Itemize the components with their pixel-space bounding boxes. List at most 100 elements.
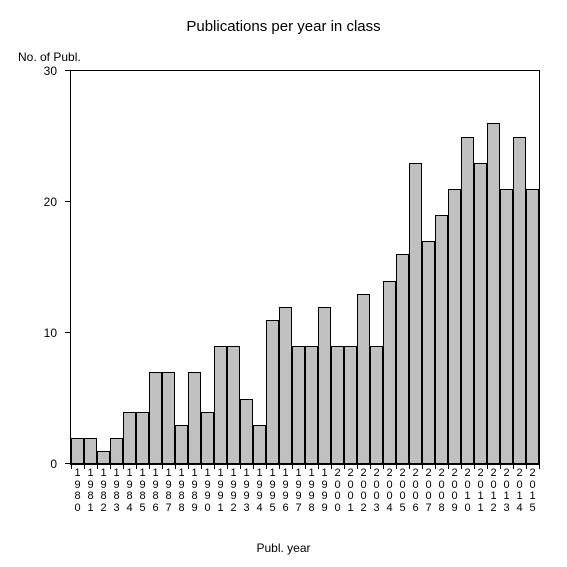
x-tick-mark: [71, 464, 72, 469]
plot-area: 01020301 9 8 01 9 8 11 9 8 21 9 8 31 9 8…: [70, 70, 540, 465]
x-tick-label: 2 0 0 6: [409, 464, 422, 514]
x-tick-label: 1 9 8 3: [110, 464, 123, 514]
x-tick-label: 2 0 1 3: [500, 464, 513, 514]
bar: [396, 254, 409, 464]
bars-group: [71, 71, 539, 464]
bar: [370, 346, 383, 464]
x-tick-mark: [526, 464, 527, 469]
bar: [357, 294, 370, 464]
x-tick-mark: [227, 464, 228, 469]
y-tick-mark: [65, 201, 71, 202]
x-tick-label: 1 9 9 4: [253, 464, 266, 514]
x-tick-mark: [357, 464, 358, 469]
x-tick-label: 2 0 1 5: [526, 464, 539, 514]
x-tick-mark: [149, 464, 150, 469]
bar: [266, 320, 279, 464]
x-tick-mark: [396, 464, 397, 469]
bar: [214, 346, 227, 464]
x-tick-label: 1 9 9 3: [240, 464, 253, 514]
chart-container: Publications per year in class No. of Pu…: [0, 0, 567, 567]
x-tick-label: 1 9 8 0: [71, 464, 84, 514]
x-tick-label: 1 9 9 0: [201, 464, 214, 514]
x-tick-mark: [305, 464, 306, 469]
x-tick-label: 1 9 8 6: [149, 464, 162, 514]
x-tick-label: 1 9 8 7: [162, 464, 175, 514]
x-tick-label: 2 0 1 1: [474, 464, 487, 514]
x-tick-label: 2 0 0 3: [370, 464, 383, 514]
bar: [97, 451, 110, 464]
bar: [123, 412, 136, 464]
x-tick-mark: [84, 464, 85, 469]
x-tick-label: 1 9 9 8: [305, 464, 318, 514]
bar: [500, 189, 513, 464]
x-tick-label: 2 0 0 9: [448, 464, 461, 514]
x-tick-label: 2 0 1 4: [513, 464, 526, 514]
bar: [253, 425, 266, 464]
bar: [292, 346, 305, 464]
bar: [344, 346, 357, 464]
y-axis-label: No. of Publ.: [18, 50, 81, 64]
x-tick-label: 1 9 8 1: [84, 464, 97, 514]
bar: [526, 189, 539, 464]
bar: [422, 241, 435, 464]
x-tick-label: 1 9 8 2: [97, 464, 110, 514]
x-tick-mark: [448, 464, 449, 469]
x-tick-label: 1 9 9 9: [318, 464, 331, 514]
bar: [175, 425, 188, 464]
x-tick-label: 1 9 9 5: [266, 464, 279, 514]
bar: [383, 281, 396, 464]
x-tick-mark: [383, 464, 384, 469]
x-tick-mark: [97, 464, 98, 469]
x-tick-mark: [266, 464, 267, 469]
bar: [136, 412, 149, 464]
x-axis-label: Publ. year: [0, 541, 567, 555]
bar: [84, 438, 97, 464]
x-tick-mark: [188, 464, 189, 469]
x-tick-label: 2 0 0 8: [435, 464, 448, 514]
bar: [240, 399, 253, 465]
bar: [513, 137, 526, 465]
y-tick-mark: [65, 332, 71, 333]
x-tick-mark: [344, 464, 345, 469]
bar: [149, 372, 162, 464]
x-tick-mark: [136, 464, 137, 469]
x-tick-mark: [318, 464, 319, 469]
x-tick-mark: [435, 464, 436, 469]
x-tick-label: 1 9 9 7: [292, 464, 305, 514]
bar: [71, 438, 84, 464]
bar: [461, 137, 474, 465]
x-tick-mark: [201, 464, 202, 469]
x-tick-label: 1 9 9 2: [227, 464, 240, 514]
x-tick-mark: [500, 464, 501, 469]
x-tick-mark: [487, 464, 488, 469]
y-tick-mark: [65, 70, 71, 71]
bar: [474, 163, 487, 464]
x-tick-mark: [409, 464, 410, 469]
y-tick-label: 10: [44, 326, 71, 340]
x-tick-label: 2 0 0 0: [331, 464, 344, 514]
bar: [162, 372, 175, 464]
x-tick-mark: [331, 464, 332, 469]
bar: [487, 123, 500, 464]
bar: [188, 372, 201, 464]
bar: [448, 189, 461, 464]
x-tick-label: 1 9 8 9: [188, 464, 201, 514]
bar: [409, 163, 422, 464]
x-tick-mark: [279, 464, 280, 469]
x-tick-label: 2 0 0 4: [383, 464, 396, 514]
bar: [331, 346, 344, 464]
bar: [435, 215, 448, 464]
x-tick-label: 2 0 0 1: [344, 464, 357, 514]
y-tick-label: 20: [44, 195, 71, 209]
x-tick-mark: [162, 464, 163, 469]
x-tick-label: 1 9 9 1: [214, 464, 227, 514]
x-tick-label: 2 0 0 2: [357, 464, 370, 514]
x-tick-label: 2 0 0 7: [422, 464, 435, 514]
x-tick-mark: [539, 464, 540, 469]
bar: [279, 307, 292, 464]
x-tick-mark: [513, 464, 514, 469]
bar: [110, 438, 123, 464]
x-tick-label: 2 0 1 0: [461, 464, 474, 514]
x-tick-label: 1 9 8 8: [175, 464, 188, 514]
x-tick-label: 1 9 8 4: [123, 464, 136, 514]
